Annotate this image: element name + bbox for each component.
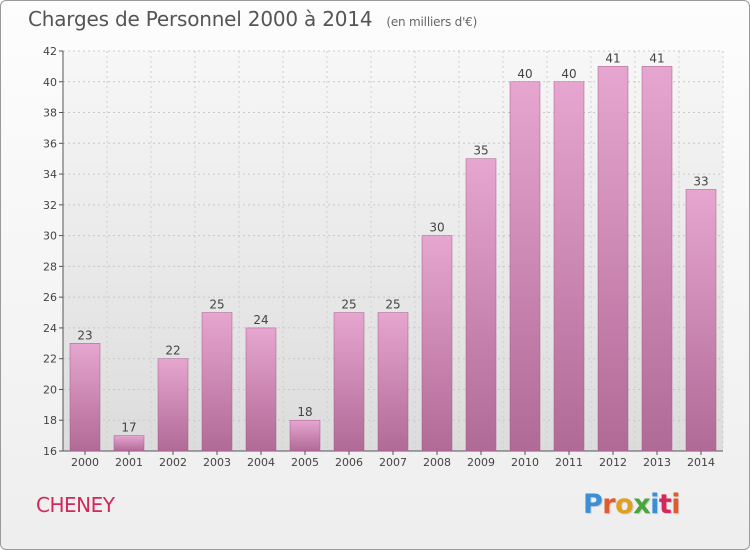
y-tick-label: 24 [43, 322, 57, 335]
value-label-2008: 30 [429, 221, 444, 235]
bar-2013 [641, 66, 673, 452]
logo-letter: i [671, 489, 681, 520]
x-tick-label-2009: 2009 [467, 456, 495, 469]
bar-2014 [685, 189, 717, 452]
y-tick-label: 42 [43, 45, 57, 58]
bar-2003 [201, 312, 233, 452]
x-tick-label-2007: 2007 [379, 456, 407, 469]
x-tick-label-2010: 2010 [511, 456, 539, 469]
y-tick-label: 32 [43, 199, 57, 212]
y-tick-label: 20 [43, 383, 57, 396]
value-label-2007: 25 [385, 298, 400, 312]
bar-2002 [157, 358, 189, 452]
bar-2010 [509, 81, 541, 452]
x-tick-label-2003: 2003 [203, 456, 231, 469]
value-label-2001: 17 [121, 421, 136, 435]
chart-title: Charges de Personnel 2000 à 2014 (en mill… [28, 7, 477, 31]
bar-2011 [553, 81, 585, 452]
bar-2012 [597, 66, 629, 452]
y-tick-label: 34 [43, 168, 57, 181]
value-label-2011: 40 [561, 67, 576, 81]
x-tick-label-2004: 2004 [247, 456, 275, 469]
y-tick-label: 36 [43, 137, 57, 150]
chart-subtitle: (en milliers d'€) [386, 15, 478, 29]
bar-2000 [69, 343, 101, 452]
logo-letter: t [658, 489, 672, 520]
commune-name: CHENEY [36, 493, 115, 517]
logo-letter: P [583, 489, 603, 520]
value-label-2010: 40 [517, 67, 532, 81]
x-tick-label-2011: 2011 [555, 456, 583, 469]
value-label-2006: 25 [341, 298, 356, 312]
y-tick-label: 38 [43, 107, 57, 120]
value-label-2002: 22 [165, 344, 180, 358]
value-label-2004: 24 [253, 313, 268, 327]
chart-title-text: Charges de Personnel 2000 à 2014 [28, 7, 373, 31]
bar-2008 [421, 235, 453, 452]
x-tick-label-2014: 2014 [687, 456, 715, 469]
bar-2001 [113, 435, 145, 452]
value-label-2013: 41 [649, 51, 664, 65]
value-label-2005: 18 [297, 405, 312, 419]
logo-letter: x [633, 489, 651, 520]
logo-letter: r [602, 489, 616, 520]
x-tick-label-2012: 2012 [599, 456, 627, 469]
bar-2007 [377, 312, 409, 452]
value-label-2000: 23 [77, 328, 92, 342]
value-label-2012: 41 [605, 51, 620, 65]
y-tick-label: 16 [43, 445, 57, 458]
bar-2005 [289, 419, 321, 452]
x-tick-label-2005: 2005 [291, 456, 319, 469]
y-tick-label: 40 [43, 76, 57, 89]
bar-2006 [333, 312, 365, 452]
y-tick-label: 18 [43, 414, 57, 427]
y-tick-label: 30 [43, 230, 57, 243]
proxiti-logo: Proxiti [583, 489, 681, 520]
x-tick-label-2013: 2013 [643, 456, 671, 469]
x-tick-label-2008: 2008 [423, 456, 451, 469]
logo-letter: i [650, 489, 659, 520]
x-tick-label-2000: 2000 [71, 456, 99, 469]
y-tick-label: 28 [43, 260, 57, 273]
x-tick-label-2006: 2006 [335, 456, 363, 469]
value-label-2014: 33 [693, 174, 708, 188]
y-tick-label: 26 [43, 291, 57, 304]
y-tick-label: 22 [43, 353, 57, 366]
x-tick-label-2002: 2002 [159, 456, 187, 469]
value-label-2003: 25 [209, 298, 224, 312]
bar-2004 [245, 327, 277, 452]
bar-2009 [465, 158, 497, 452]
x-tick-label-2001: 2001 [115, 456, 143, 469]
logo-letter: o [615, 489, 634, 520]
value-label-2009: 35 [473, 144, 488, 158]
